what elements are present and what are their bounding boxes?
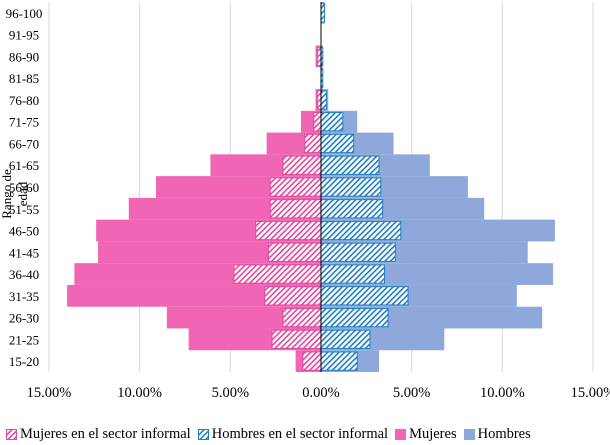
x-tick-label: 15.00% bbox=[27, 385, 72, 401]
legend-item-hombres: Hombres bbox=[463, 425, 531, 443]
bar-mujeres-en-el-sector-informal-15-20 bbox=[302, 351, 322, 371]
legend-item-hombres-informal: Hombres en el sector informal bbox=[197, 425, 389, 443]
y-tick-label: 71-75 bbox=[9, 115, 39, 130]
axes: 15.00% 10.00% 5.00% 0.00% 5.00% 10.00% 15.00% 1… bbox=[6, 2, 610, 401]
x-tick-label: 5.00% bbox=[393, 385, 430, 401]
bar-mujeres-31-35 bbox=[67, 284, 321, 307]
bar-hombres-en-el-sector-informal-41-45 bbox=[320, 242, 396, 262]
bar-mujeres-en-el-sector-informal-56-60 bbox=[269, 177, 322, 197]
legend-swatch-pink bbox=[395, 428, 407, 440]
bar-hombres-en-el-sector-informal-31-35 bbox=[320, 286, 409, 306]
legend-swatch-blue bbox=[463, 428, 475, 440]
y-tick-label: 26-30 bbox=[9, 311, 39, 326]
y-tick-label: 96-100 bbox=[6, 6, 43, 21]
x-tick-label: 15.00% bbox=[571, 385, 610, 401]
bar-mujeres-en-el-sector-informal-76-80 bbox=[316, 90, 322, 110]
bar-mujeres-en-el-sector-informal-71-75 bbox=[313, 112, 322, 132]
y-tick-label: 66-70 bbox=[9, 136, 39, 151]
bar-hombres-en-el-sector-informal-71-75 bbox=[320, 112, 344, 132]
y-tick-label: 41-45 bbox=[9, 245, 39, 260]
bar-hombres-en-el-sector-informal-26-30 bbox=[320, 307, 389, 328]
bar-hombres-en-el-sector-informal-96-100 bbox=[320, 3, 326, 23]
legend-item-mujeres: Mujeres bbox=[395, 426, 457, 443]
legend-label: Mujeres en el sector informal bbox=[20, 425, 191, 442]
bar-hombres-en-el-sector-informal-66-70 bbox=[320, 133, 355, 154]
legend-swatch-hatch-blue bbox=[197, 428, 209, 440]
y-tick-label: 56-60 bbox=[9, 180, 39, 195]
bar-hombres-en-el-sector-informal-46-50 bbox=[320, 220, 402, 241]
y-axis-title: Rango de edad bbox=[0, 169, 30, 219]
y-tick-label: 76-80 bbox=[9, 93, 39, 108]
bar-hombres-en-el-sector-informal-15-20 bbox=[320, 351, 358, 371]
y-tick-label: 46-50 bbox=[9, 224, 39, 239]
bar-mujeres-en-el-sector-informal-41-45 bbox=[267, 242, 322, 262]
legend-label: Hombres en el sector informal bbox=[211, 425, 389, 442]
y-tick-label: 81-85 bbox=[9, 71, 39, 86]
bar-hombres-en-el-sector-informal-76-80 bbox=[320, 90, 327, 110]
bar-mujeres-en-el-sector-informal-46-50 bbox=[255, 220, 322, 241]
y-tick-label: 31-35 bbox=[9, 289, 39, 304]
bar-hombres-en-el-sector-informal-21-25 bbox=[320, 329, 371, 349]
population-pyramid-chart: 15.00% 10.00% 5.00% 0.00% 5.00% 10.00% 15.00% 1… bbox=[6, 1, 610, 401]
legend-item-mujeres-informal: Mujeres en el sector informal bbox=[6, 426, 191, 443]
bar-mujeres-en-el-sector-informal-36-40 bbox=[233, 264, 322, 284]
bar-hombres-en-el-sector-informal-56-60 bbox=[320, 177, 382, 197]
bar-hombres-en-el-sector-informal-61-65 bbox=[320, 155, 380, 175]
legend-swatch-hatch-pink bbox=[6, 428, 17, 440]
y-tick-label: 86-90 bbox=[9, 49, 39, 64]
bar-mujeres-en-el-sector-informal-61-65 bbox=[282, 155, 322, 175]
bar-hombres-en-el-sector-informal-51-55 bbox=[320, 199, 384, 219]
bar-mujeres-en-el-sector-informal-26-30 bbox=[282, 307, 322, 328]
x-tick-label: 10.00% bbox=[480, 385, 525, 401]
bar-hombres-en-el-sector-informal-36-40 bbox=[320, 264, 385, 284]
legend: Mujeres en el sector informal Hombres en… bbox=[6, 424, 538, 444]
y-tick-label: 15-20 bbox=[9, 354, 39, 369]
legend-label: Mujeres bbox=[409, 425, 457, 442]
y-tick-label: 21-25 bbox=[9, 332, 39, 347]
y-tick-label: 91-95 bbox=[9, 28, 39, 43]
y-tick-label: 51-55 bbox=[9, 202, 39, 217]
x-tick-label: 5.00% bbox=[212, 385, 249, 401]
bar-mujeres-en-el-sector-informal-66-70 bbox=[304, 133, 322, 154]
bar-mujeres-en-el-sector-informal-51-55 bbox=[269, 199, 322, 219]
bar-mujeres-41-45 bbox=[97, 241, 322, 264]
y-tick-label: 36-40 bbox=[9, 267, 39, 282]
y-tick-label: 61-65 bbox=[9, 158, 39, 173]
bar-mujeres-en-el-sector-informal-86-90 bbox=[316, 46, 322, 67]
bars bbox=[67, 1, 555, 372]
bar-mujeres-en-el-sector-informal-31-35 bbox=[264, 286, 322, 306]
bar-mujeres-en-el-sector-informal-21-25 bbox=[271, 329, 322, 349]
x-tick-label: 0.00% bbox=[302, 385, 339, 401]
x-tick-label: 10.00% bbox=[117, 385, 162, 401]
legend-label: Hombres bbox=[477, 425, 531, 442]
